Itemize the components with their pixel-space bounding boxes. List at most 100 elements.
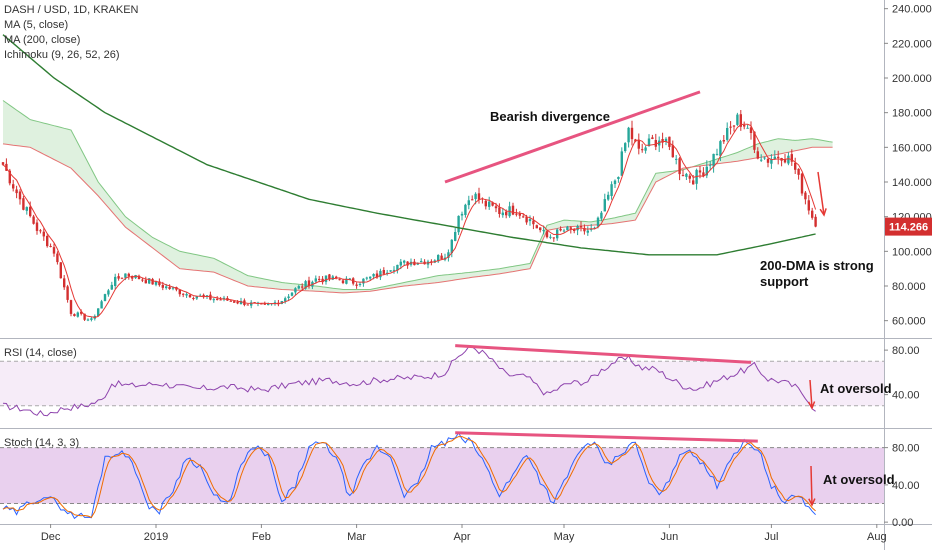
arrow-stoch — [810, 465, 813, 506]
rsi-label: RSI (14, close) — [4, 347, 77, 359]
candle-body — [250, 302, 253, 306]
candle-body — [702, 172, 705, 176]
candle-body — [593, 227, 596, 229]
divergence-line-rsi — [455, 344, 752, 364]
candle-body — [545, 231, 549, 238]
candle-body — [726, 128, 729, 140]
price-tick-label: 200.000 — [892, 73, 932, 85]
candle-body — [542, 230, 545, 232]
candle-body — [15, 189, 18, 194]
candle-body — [117, 276, 120, 279]
price-tick-label: 60.000 — [892, 316, 926, 328]
candle-body — [246, 304, 249, 306]
candle-body — [464, 204, 467, 215]
candle-body — [76, 312, 79, 317]
candle-body — [287, 296, 290, 298]
candle-body — [42, 231, 45, 237]
candle-body — [760, 159, 763, 161]
rsi-tick-label: 40.00 — [892, 390, 920, 402]
rsi-tick-label: 80.00 — [892, 345, 920, 357]
candle-body — [137, 275, 141, 280]
candle-body — [783, 159, 787, 163]
candle-body — [484, 200, 487, 207]
candle-body — [770, 159, 773, 164]
candle-body — [535, 225, 538, 229]
candle-body — [148, 278, 151, 284]
candle-body — [324, 275, 328, 282]
candle-body — [569, 227, 572, 229]
candle-body — [501, 212, 504, 216]
candle-body — [120, 277, 124, 279]
candle-body — [154, 281, 158, 285]
candle-body — [338, 279, 341, 281]
candle-body — [709, 164, 712, 166]
candle-body — [420, 261, 423, 263]
candle-body — [32, 216, 35, 224]
candle-body — [100, 301, 103, 309]
candle-body — [49, 246, 52, 247]
candle-body — [763, 157, 766, 159]
candle-body — [794, 162, 797, 170]
candle-body — [532, 220, 535, 225]
candle-body — [362, 278, 365, 284]
candle-body — [8, 170, 11, 184]
candle-body — [746, 127, 749, 129]
candle-body — [263, 303, 266, 305]
legend-ma5: MA (5, close) — [4, 19, 69, 31]
candle-body — [654, 140, 657, 147]
candle-body — [603, 199, 606, 212]
ichimoku-span-a — [2, 100, 833, 290]
candle-body — [559, 229, 562, 231]
last-price-label: 114.266 — [889, 222, 928, 234]
stoch-k-line — [2, 431, 816, 520]
candle-body — [790, 154, 793, 162]
arrow-price-head — [819, 208, 827, 217]
candle-body — [29, 206, 32, 217]
candle-body — [583, 227, 586, 232]
legend-ichimoku: Ichimoku (9, 26, 52, 26) — [4, 49, 120, 61]
candle-body — [297, 286, 300, 289]
candle-body — [773, 156, 776, 160]
candle-body — [430, 261, 433, 263]
price-tick-label: 180.000 — [892, 108, 932, 120]
candle-body — [165, 286, 168, 289]
time-tick-label: 2019 — [144, 531, 168, 543]
arrow-rsi-head — [807, 401, 816, 410]
candle-body — [406, 261, 409, 266]
candle-body — [743, 125, 746, 127]
candle-body — [318, 278, 321, 280]
candle-body — [321, 278, 324, 283]
arrow-price — [817, 171, 825, 216]
candle-body — [52, 247, 56, 254]
candle-body — [586, 230, 589, 233]
candle-body — [474, 193, 477, 199]
candle-body — [811, 210, 814, 218]
candle-body — [505, 211, 508, 216]
candle-body — [573, 229, 576, 231]
candle-body — [182, 293, 185, 295]
candle-body — [331, 276, 334, 280]
candle-body — [698, 170, 702, 173]
candle-body — [396, 264, 399, 271]
time-tick-label: Jul — [764, 531, 778, 543]
candle-body — [386, 272, 389, 274]
candle-body — [692, 180, 695, 185]
stoch-band — [0, 447, 884, 504]
candle-body — [345, 278, 348, 284]
candle-body — [56, 253, 59, 263]
candle-body — [202, 294, 205, 297]
candle-body — [314, 278, 317, 282]
candle-body — [437, 255, 440, 262]
candle-body — [1, 162, 5, 165]
candle-body — [375, 273, 379, 278]
candle-body — [590, 228, 593, 230]
candle-body — [678, 158, 681, 175]
candle-body — [549, 236, 552, 238]
candle-body — [766, 158, 770, 163]
candle-body — [110, 284, 113, 290]
candle-body — [518, 213, 521, 216]
candle-body — [158, 281, 161, 286]
candle-body — [348, 278, 351, 280]
